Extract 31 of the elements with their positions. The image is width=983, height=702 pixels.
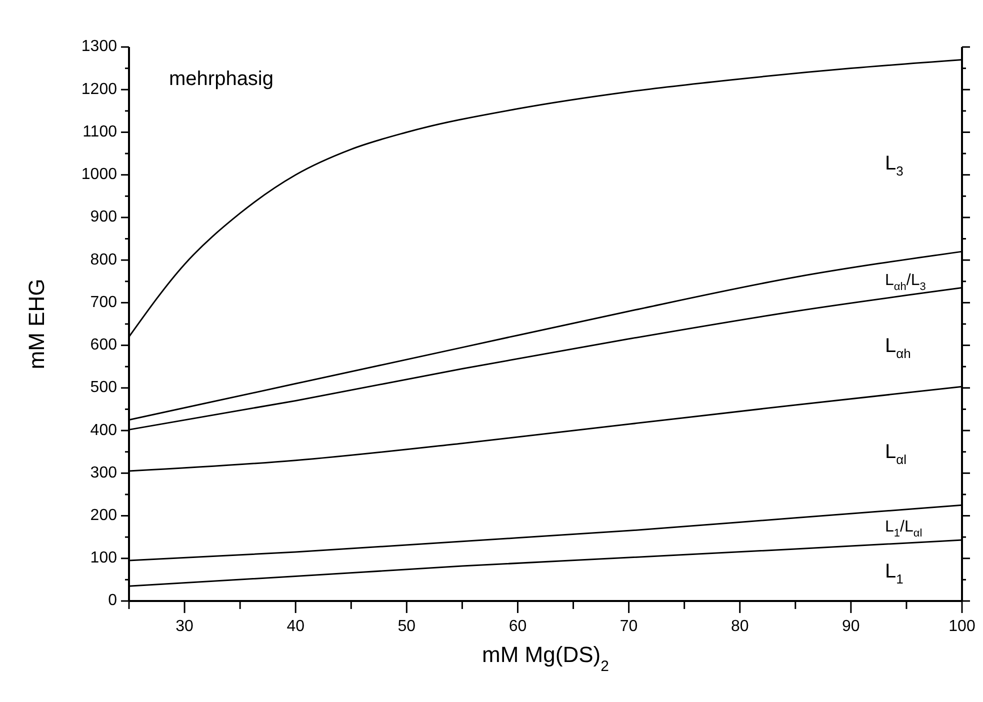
x-tick-label: 70 [620,618,638,635]
annotation: L$_{αh}$ [885,335,911,361]
y-tick-label: 1100 [82,123,118,140]
y-tick-label: 1200 [81,80,118,98]
x-tick-label: 40 [286,618,305,635]
x-tick-label: 60 [508,618,527,635]
annotation: L$_{1}$/L$_{αl}$ [885,518,922,540]
y-tick-label: 900 [90,208,118,226]
annotation: L$_{αl}$ [885,441,907,468]
y-tick-label: 200 [90,506,118,524]
x-tick-label: 80 [730,618,749,635]
annotation: L$_{αh}$/L$_{3}$ [885,272,926,293]
annotation: L$_{1}$ [885,560,904,587]
y-tick-label: 600 [90,336,118,354]
annotation: L$_{3}$ [885,152,904,178]
x-axis-title: mM Mg(DS)$_{2}$ [482,642,609,674]
y-tick-label: 100 [90,550,118,567]
y-axis-title: mM EHG [24,278,49,370]
y-tick-label: 400 [90,422,118,439]
x-tick-label: 50 [398,618,416,635]
x-tick-label: 90 [842,618,860,635]
annotation: mehrphasig [169,68,274,90]
x-tick-label: 100 [948,618,976,635]
y-tick-label: 0 [108,592,118,610]
y-tick-label: 800 [90,251,118,268]
y-tick-label: 1000 [81,166,118,184]
y-tick-label: 700 [90,294,118,311]
y-tick-label: 500 [90,379,118,396]
y-tick-label: 1300 [81,38,118,56]
y-tick-label: 300 [90,464,118,482]
x-tick-label: 30 [176,618,194,635]
